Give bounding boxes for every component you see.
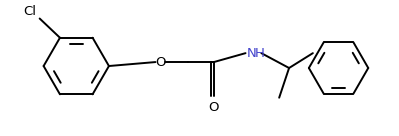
Text: O: O [155,56,166,69]
Text: Cl: Cl [24,4,37,18]
Text: H: H [255,47,264,60]
Text: O: O [209,101,219,114]
Text: N: N [247,47,256,60]
